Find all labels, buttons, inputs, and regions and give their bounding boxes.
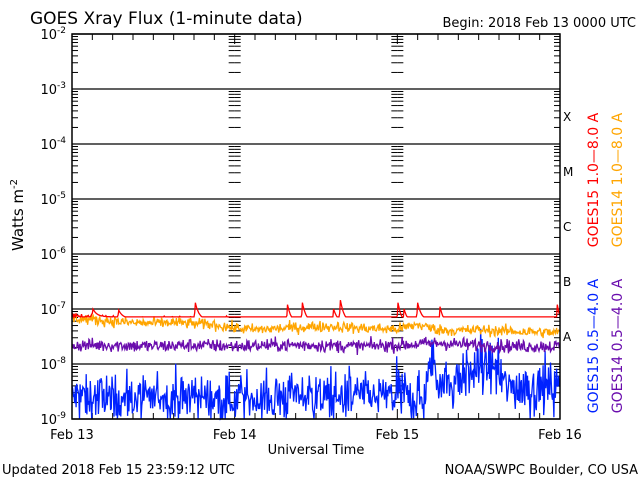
- x-axis-label: Universal Time: [268, 443, 365, 458]
- begin-label: Begin: 2018 Feb 13 0000 UTC: [442, 16, 636, 31]
- x-tick-label: Feb 14: [213, 428, 257, 443]
- y-axis-label: Watts m-2: [9, 179, 27, 251]
- y-tick-labels: 10-2 10-3 10-4 10-5 10-6 10-7 10-8 10-9: [40, 26, 66, 428]
- legend-goes15-long: GOES15 1.0—8.0 A: [586, 112, 602, 247]
- chart-title: GOES Xray Flux (1-minute data): [30, 9, 303, 29]
- grid-lines: [72, 33, 560, 420]
- updated-timestamp: Updated 2018 Feb 15 23:59:12 UTC: [2, 463, 235, 478]
- flare-class-A: A: [563, 330, 572, 344]
- y-tick-label: 10-7: [40, 301, 66, 318]
- legend-goes14-short: GOES14 0.5—4.0 A: [610, 278, 626, 413]
- y-tick-label: 10-8: [40, 356, 66, 373]
- y-tick-label: 10-9: [40, 411, 66, 428]
- flare-class-labels: X M C B A: [563, 110, 573, 344]
- flare-class-B: B: [563, 275, 571, 289]
- plot-frame: [71, 33, 561, 420]
- y-tick-label: 10-6: [40, 246, 66, 263]
- x-tick-labels: Feb 13 Feb 14 Feb 15 Feb 16: [50, 428, 582, 443]
- legend-goes15-short: GOES15 0.5—4.0 A: [586, 278, 602, 413]
- series-line-goes15-1-0-8-0-a: [71, 299, 560, 319]
- series-line-goes14-0-5-4-0-a: [71, 335, 560, 356]
- series-line-goes14-1-0-8-0-a: [71, 313, 560, 339]
- credit-label: NOAA/SWPC Boulder, CO USA: [445, 463, 638, 478]
- y-tick-label: 10-4: [40, 136, 66, 153]
- y-tick-label: 10-2: [40, 26, 66, 43]
- x-tick-label: Feb 16: [538, 428, 582, 443]
- x-tick-label: Feb 13: [50, 428, 94, 443]
- flare-class-M: M: [563, 165, 573, 179]
- flare-class-X: X: [563, 110, 571, 124]
- legend-goes14-long: GOES14 1.0—8.0 A: [610, 112, 626, 247]
- series-line-goes15-0-5-4-0-a: [71, 328, 560, 421]
- y-tick-label: 10-5: [40, 191, 66, 208]
- series-group: [71, 299, 560, 421]
- y-tick-label: 10-3: [40, 81, 66, 98]
- flare-class-C: C: [563, 220, 571, 234]
- x-tick-label: Feb 15: [375, 428, 419, 443]
